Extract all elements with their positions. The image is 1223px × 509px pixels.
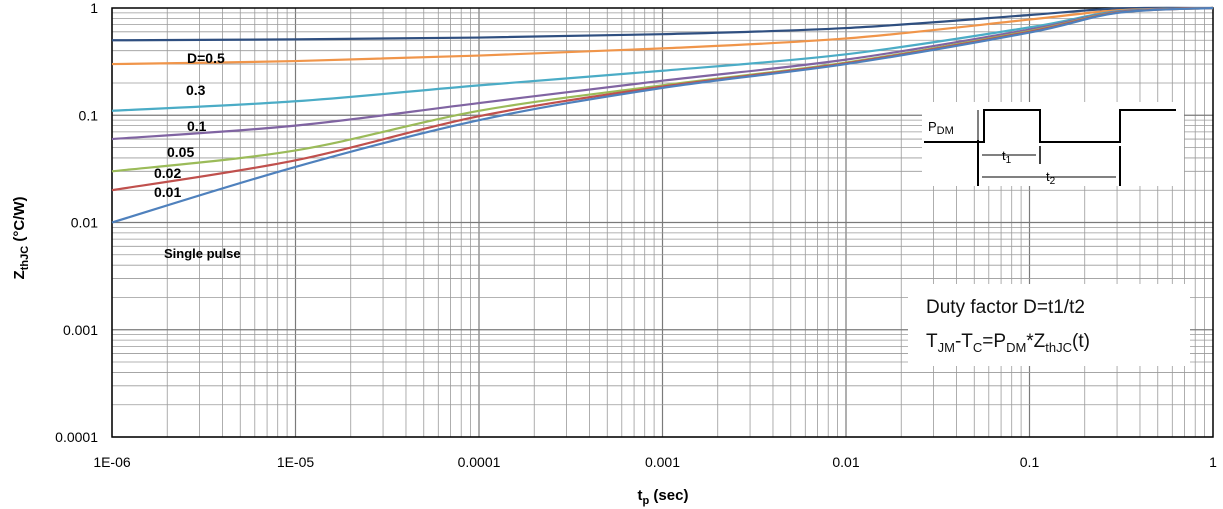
y-axis-title: ZthJC (°C/W) <box>11 197 31 280</box>
y-tick-label: 0.1 <box>79 107 99 123</box>
x-tick-labels: 1E-06 1E-05 0.0001 0.001 0.01 0.1 1 <box>93 454 1217 470</box>
y-tick-label: 1 <box>90 0 98 16</box>
note-background <box>908 284 1190 366</box>
series-label-single-pulse: Single pulse <box>164 246 241 261</box>
x-tick-label: 0.01 <box>832 454 859 470</box>
y-tick-label: 0.001 <box>63 322 98 338</box>
x-axis-title: tp (sec) <box>638 487 689 507</box>
grid <box>111 8 1213 438</box>
y-tick-labels: 1 0.1 0.01 0.001 0.0001 <box>55 0 98 445</box>
series-label-03: 0.3 <box>186 82 206 98</box>
x-tick-label: 1 <box>1209 454 1217 470</box>
series-line-0 <box>111 6 1214 42</box>
series-label-d05: D=0.5 <box>187 50 225 66</box>
x-tick-label: 1E-06 <box>93 454 131 470</box>
x-tick-label: 0.1 <box>1020 454 1040 470</box>
series-label-002: 0.02 <box>154 165 181 181</box>
pulse-diagram-inset: PDM t1 t2 <box>922 102 1184 187</box>
inset-pdm-label: PDM <box>928 119 954 137</box>
series-line-6 <box>111 6 1214 224</box>
series-label-005: 0.05 <box>167 144 194 160</box>
x-tick-label: 0.001 <box>645 454 680 470</box>
x-tick-label: 1E-05 <box>277 454 315 470</box>
inset-background <box>922 102 1184 186</box>
y-tick-label: 0.0001 <box>55 429 98 445</box>
series-line-1 <box>111 6 1214 66</box>
formula-note: TJM-TC=PDM*ZthJC(t) <box>926 331 1090 355</box>
pulse-waveform <box>924 109 1176 143</box>
y-tick-label: 0.01 <box>71 215 98 231</box>
inset-t1-label: t1 <box>1002 148 1012 166</box>
series-lines <box>111 6 1214 224</box>
series-label-01: 0.1 <box>187 118 207 134</box>
duty-factor-note: Duty factor D=t1/t2 <box>926 297 1085 318</box>
inset-t2-label: t2 <box>1046 169 1056 187</box>
series-label-001: 0.01 <box>154 184 181 200</box>
x-tick-label: 0.0001 <box>458 454 501 470</box>
